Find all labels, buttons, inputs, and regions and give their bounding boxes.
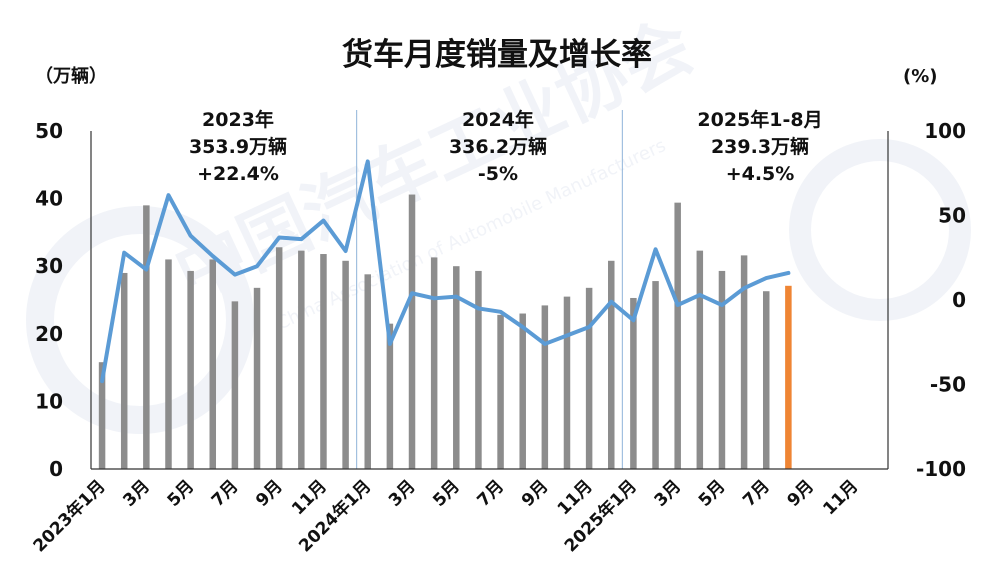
right-tick-label: 0 bbox=[952, 288, 966, 312]
annotation-line: 2023年 bbox=[202, 108, 274, 131]
right-axis-unit-label: (%) bbox=[903, 66, 938, 87]
bar bbox=[231, 301, 239, 469]
bar bbox=[652, 281, 659, 469]
bar bbox=[475, 270, 482, 469]
bar bbox=[120, 272, 128, 469]
left-tick-label: 30 bbox=[35, 254, 63, 278]
x-tick-label: 5月 bbox=[695, 476, 730, 511]
bar bbox=[519, 313, 526, 469]
right-tick-label: 50 bbox=[938, 204, 966, 228]
bar bbox=[541, 305, 549, 469]
bar bbox=[585, 287, 593, 469]
bar-series bbox=[98, 194, 792, 470]
growth-line-series bbox=[100, 159, 791, 384]
bar bbox=[209, 259, 217, 469]
annotation-line: 353.9万辆 bbox=[189, 135, 287, 158]
x-tick-label: 2023年1月 bbox=[29, 476, 110, 557]
bar bbox=[275, 247, 283, 469]
bar bbox=[762, 291, 770, 469]
x-tick-label: 9月 bbox=[518, 476, 553, 511]
annotation-line: -5% bbox=[478, 163, 518, 185]
x-tick-label: 7月 bbox=[739, 476, 774, 511]
bar bbox=[143, 205, 150, 470]
bar bbox=[408, 194, 416, 469]
left-tick-label: 50 bbox=[35, 119, 63, 143]
x-tick-label: 5月 bbox=[429, 476, 464, 511]
bar bbox=[563, 296, 571, 469]
left-tick-label: 10 bbox=[35, 389, 63, 413]
left-tick-label: 20 bbox=[35, 322, 63, 346]
annotation-line: 2024年 bbox=[462, 108, 534, 131]
x-tick-label: 9月 bbox=[784, 476, 819, 511]
year-dividers bbox=[356, 110, 623, 469]
bar bbox=[696, 250, 704, 469]
annotation-line: 239.3万辆 bbox=[711, 135, 809, 158]
x-tick-label: 5月 bbox=[164, 476, 199, 511]
bar bbox=[740, 255, 748, 469]
growth-line bbox=[100, 159, 791, 384]
bar bbox=[430, 257, 438, 469]
left-y-axis: 0 10 20 30 40 50 bbox=[35, 119, 92, 481]
left-axis-unit-label: （万辆） bbox=[35, 65, 107, 87]
x-tick-label: 11月 bbox=[819, 476, 862, 519]
right-tick-label: -100 bbox=[916, 457, 966, 481]
annotation-line: 336.2万辆 bbox=[449, 135, 547, 158]
bar bbox=[165, 259, 172, 469]
x-tick-label: 3月 bbox=[651, 476, 686, 511]
bar bbox=[98, 362, 106, 469]
bar bbox=[497, 314, 504, 469]
bar bbox=[674, 202, 681, 469]
x-tick-label: 3月 bbox=[119, 476, 154, 511]
bar bbox=[298, 250, 305, 469]
bar bbox=[364, 274, 371, 469]
chart-title: 货车月度销量及增长率 bbox=[342, 37, 652, 73]
bar bbox=[386, 323, 394, 469]
bar bbox=[320, 254, 327, 469]
x-tick-label: 7月 bbox=[474, 476, 509, 511]
right-y-axis: -100 -50 0 50 100 bbox=[887, 119, 966, 481]
bar bbox=[453, 266, 460, 469]
x-tick-label: 7月 bbox=[208, 476, 243, 511]
right-tick-label: 100 bbox=[924, 119, 966, 143]
bar bbox=[630, 297, 637, 469]
annotation-line: 2025年1-8月 bbox=[697, 108, 822, 131]
year-annotations: 2023年 353.9万辆 +22.4% 2024年 336.2万辆 -5% 2025年1-… bbox=[189, 108, 823, 185]
bar bbox=[342, 260, 349, 469]
annotation-line: +22.4% bbox=[197, 163, 279, 185]
annotation-line: +4.5% bbox=[726, 163, 795, 185]
bar bbox=[785, 285, 792, 469]
bar bbox=[608, 260, 615, 469]
left-tick-label: 40 bbox=[35, 187, 63, 211]
bar bbox=[253, 287, 261, 469]
x-tick-label: 9月 bbox=[252, 476, 287, 511]
right-tick-label: -50 bbox=[930, 373, 966, 397]
bar bbox=[718, 270, 726, 469]
bar bbox=[187, 270, 194, 469]
left-tick-label: 0 bbox=[49, 457, 63, 481]
x-tick-label: 3月 bbox=[385, 476, 420, 511]
